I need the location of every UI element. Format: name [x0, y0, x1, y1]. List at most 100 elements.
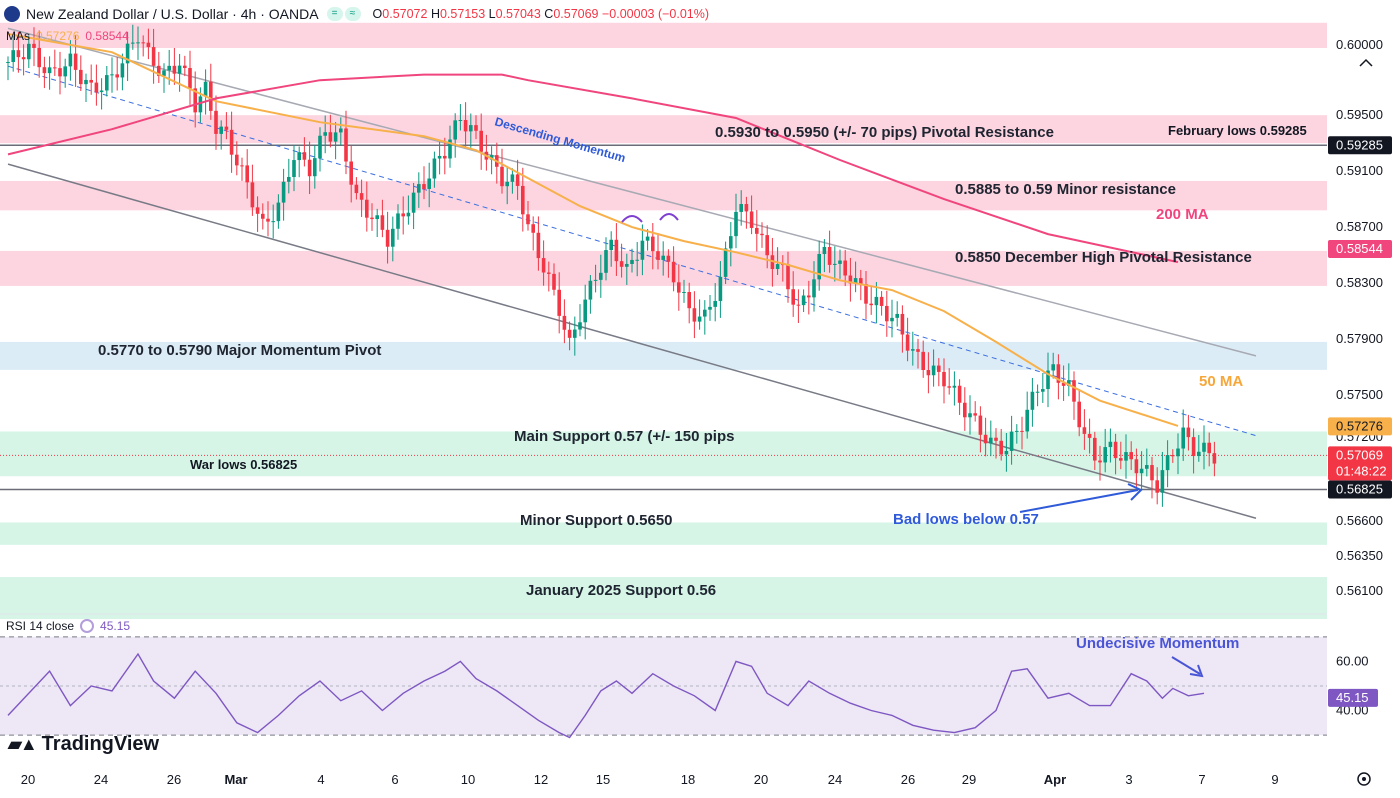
candle-body — [510, 174, 515, 182]
candle — [1015, 424, 1019, 444]
candle-body — [1212, 453, 1217, 464]
candle — [687, 282, 691, 324]
candle-body — [385, 229, 390, 247]
candle-body — [926, 369, 931, 376]
candle-body — [703, 309, 707, 317]
candle — [1150, 456, 1154, 499]
candle — [1108, 428, 1113, 463]
tradingview-logo[interactable]: ▰▲ TradingView — [8, 733, 159, 756]
candle-body — [619, 261, 624, 267]
candle-body — [219, 126, 223, 134]
ma50-line — [7, 33, 1179, 427]
time-tick-label: 7 — [1198, 772, 1205, 787]
candle-body — [401, 213, 405, 217]
candle-body — [843, 260, 847, 276]
candle — [245, 149, 249, 199]
candle-body — [16, 50, 21, 58]
candle — [905, 317, 910, 362]
candle-body — [354, 184, 359, 194]
annotation-50ma: 50 MA — [1199, 373, 1243, 390]
candle — [718, 261, 723, 318]
candle-body — [240, 165, 244, 167]
rsi-legend[interactable]: RSI 14 close 45.15 — [6, 619, 130, 633]
candle — [443, 137, 447, 175]
candle — [276, 194, 281, 229]
zone-label-minor-support: Minor Support 0.5650 — [520, 512, 673, 529]
time-tick-label: 20 — [21, 772, 35, 787]
candle — [708, 295, 712, 321]
candle — [583, 284, 587, 340]
time-tick-label: 12 — [534, 772, 548, 787]
candle-body — [744, 204, 749, 212]
settings-gear-icon-center — [1362, 777, 1366, 781]
candle — [422, 166, 426, 200]
candle-body — [1191, 437, 1196, 457]
candle-body — [547, 272, 551, 274]
hline-label-war-lows: War lows 0.56825 — [190, 457, 297, 472]
symbol-title[interactable]: New Zealand Dollar / U.S. Dollar · 4h · … — [26, 6, 319, 22]
candle-body — [115, 74, 119, 78]
zone-resistance-1 — [0, 115, 1327, 144]
ma200-line — [7, 73, 1179, 264]
price-badge-label: 0.59285 — [1336, 137, 1383, 152]
candle-body — [838, 260, 842, 264]
candle-body — [1051, 364, 1055, 371]
candle-body — [250, 182, 255, 208]
candle-body — [1103, 447, 1107, 463]
candle — [703, 300, 707, 335]
time-tick-label: 3 — [1125, 772, 1132, 787]
equals-icon[interactable]: = — [326, 7, 343, 21]
candle — [229, 111, 234, 173]
price-tick-label: 0.57900 — [1336, 331, 1383, 346]
wave-icon[interactable]: ≈ — [344, 7, 361, 21]
candle — [510, 168, 515, 194]
candle-body — [177, 65, 182, 74]
candle — [937, 358, 941, 387]
candle-body — [723, 248, 728, 277]
candle — [775, 247, 780, 275]
candle-body — [1113, 441, 1118, 459]
candle — [890, 299, 894, 338]
candle — [801, 289, 806, 313]
candle — [1030, 377, 1035, 427]
candle — [1197, 435, 1201, 462]
candle — [94, 64, 99, 106]
candle-body — [474, 125, 478, 131]
candle-body — [198, 96, 203, 113]
top-arc-2 — [659, 213, 679, 221]
price-tick-label: 0.59500 — [1336, 107, 1383, 122]
candle-body — [755, 227, 759, 234]
candle — [68, 40, 73, 81]
candle-body — [879, 296, 884, 306]
candle-body — [536, 232, 541, 259]
candle — [1072, 371, 1076, 420]
zone-label-minor-resistance: 0.5885 to 0.59 Minor resistance — [955, 181, 1176, 198]
candle-body — [99, 90, 104, 93]
candle-body — [235, 154, 239, 166]
candle — [141, 35, 145, 57]
candle — [16, 32, 21, 73]
candle — [323, 115, 327, 154]
candle — [599, 254, 603, 298]
candle-body — [370, 217, 374, 220]
price-badge — [1328, 446, 1392, 481]
candle — [1202, 425, 1206, 470]
time-tick-label: 15 — [596, 772, 610, 787]
candle-body — [1015, 430, 1019, 432]
candle-body — [521, 185, 525, 215]
ma-legend[interactable]: MAs 0.57276 0.58544 — [6, 29, 129, 43]
candle-body — [708, 306, 712, 310]
candle-body — [729, 236, 733, 249]
candle-body — [333, 132, 338, 142]
candle-body — [562, 315, 567, 330]
candle-body — [157, 65, 161, 76]
candle-body — [1202, 442, 1206, 452]
candle-body — [656, 251, 660, 260]
zone-support-6 — [0, 522, 1327, 545]
candle-body — [21, 57, 26, 60]
indicator-pills[interactable]: = ≈ — [326, 7, 361, 21]
candle — [73, 35, 78, 87]
candle — [900, 305, 905, 353]
